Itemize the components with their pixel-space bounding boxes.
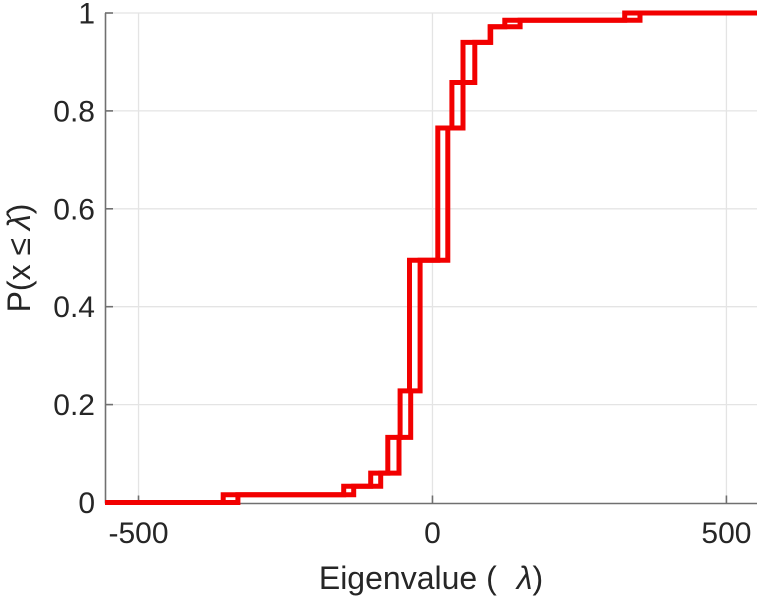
ecdf-curve-2 (105, 10, 757, 505)
y-tick-label: 1 (78, 0, 95, 31)
x-tick-label: -500 (108, 517, 168, 550)
y-tick-label: 0.2 (53, 389, 95, 422)
x-tick-label: 0 (424, 517, 441, 550)
tick-layer: -500 0 500 0 0.2 0.4 0.6 0.8 1 (53, 0, 751, 550)
y-tick-label: 0.8 (53, 95, 95, 128)
y-tick-label: 0 (78, 487, 95, 520)
grid-layer (105, 12, 757, 504)
y-tick-label: 0.6 (53, 193, 95, 226)
y-tick-label: 0.4 (53, 291, 95, 324)
y-axis-label: P(x ≤λ̂) (1, 204, 37, 313)
lambda-symbol: λ (515, 560, 533, 596)
x-axis-label: Eigenvalue (λ) (319, 560, 543, 596)
x-tick-label: 500 (701, 517, 751, 550)
series-layer (105, 10, 757, 505)
